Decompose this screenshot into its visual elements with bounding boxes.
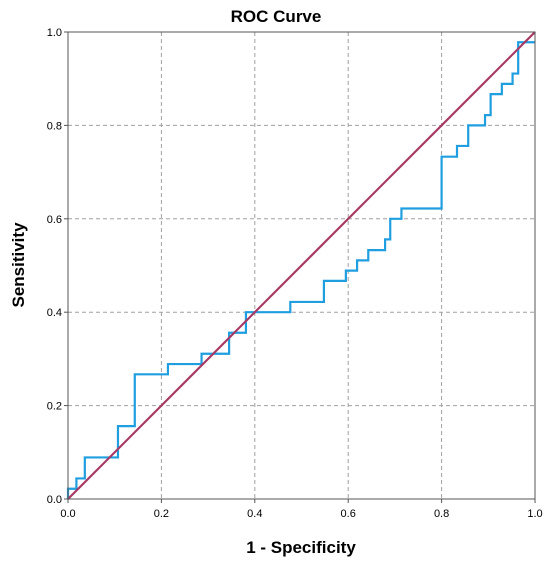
- y-tick-label: 0.4: [47, 307, 62, 319]
- series-layer: [66, 31, 536, 500]
- chart-title: ROC Curve: [231, 7, 322, 26]
- y-tick-label: 0.6: [47, 214, 62, 226]
- y-tick-label: 0.2: [47, 401, 62, 413]
- x-tick-label: 0.8: [434, 508, 449, 520]
- x-tick-label: 0.2: [154, 508, 169, 520]
- y-axis-label: Sensitivity: [9, 222, 28, 308]
- roc-curve-line: [66, 41, 535, 499]
- y-tick-labels: 0.0 0.2 0.4 0.6 0.8 1.0: [47, 27, 68, 506]
- reference-diagonal-line: [67, 31, 536, 500]
- y-tick-label: 1.0: [47, 27, 62, 39]
- y-tick-label: 0.0: [47, 494, 62, 506]
- x-axis-label: 1 - Specificity: [246, 538, 356, 557]
- x-tick-label: 0.6: [341, 508, 356, 520]
- grid-lines: [68, 32, 535, 499]
- plot-frame: [67, 31, 536, 500]
- x-tick-labels: 0.0 0.2 0.4 0.6 0.8 1.0: [60, 499, 543, 520]
- x-tick-label: 0.0: [60, 508, 75, 520]
- x-tick-label: 0.4: [247, 508, 262, 520]
- y-tick-label: 0.8: [47, 120, 62, 132]
- x-tick-label: 1.0: [527, 508, 542, 520]
